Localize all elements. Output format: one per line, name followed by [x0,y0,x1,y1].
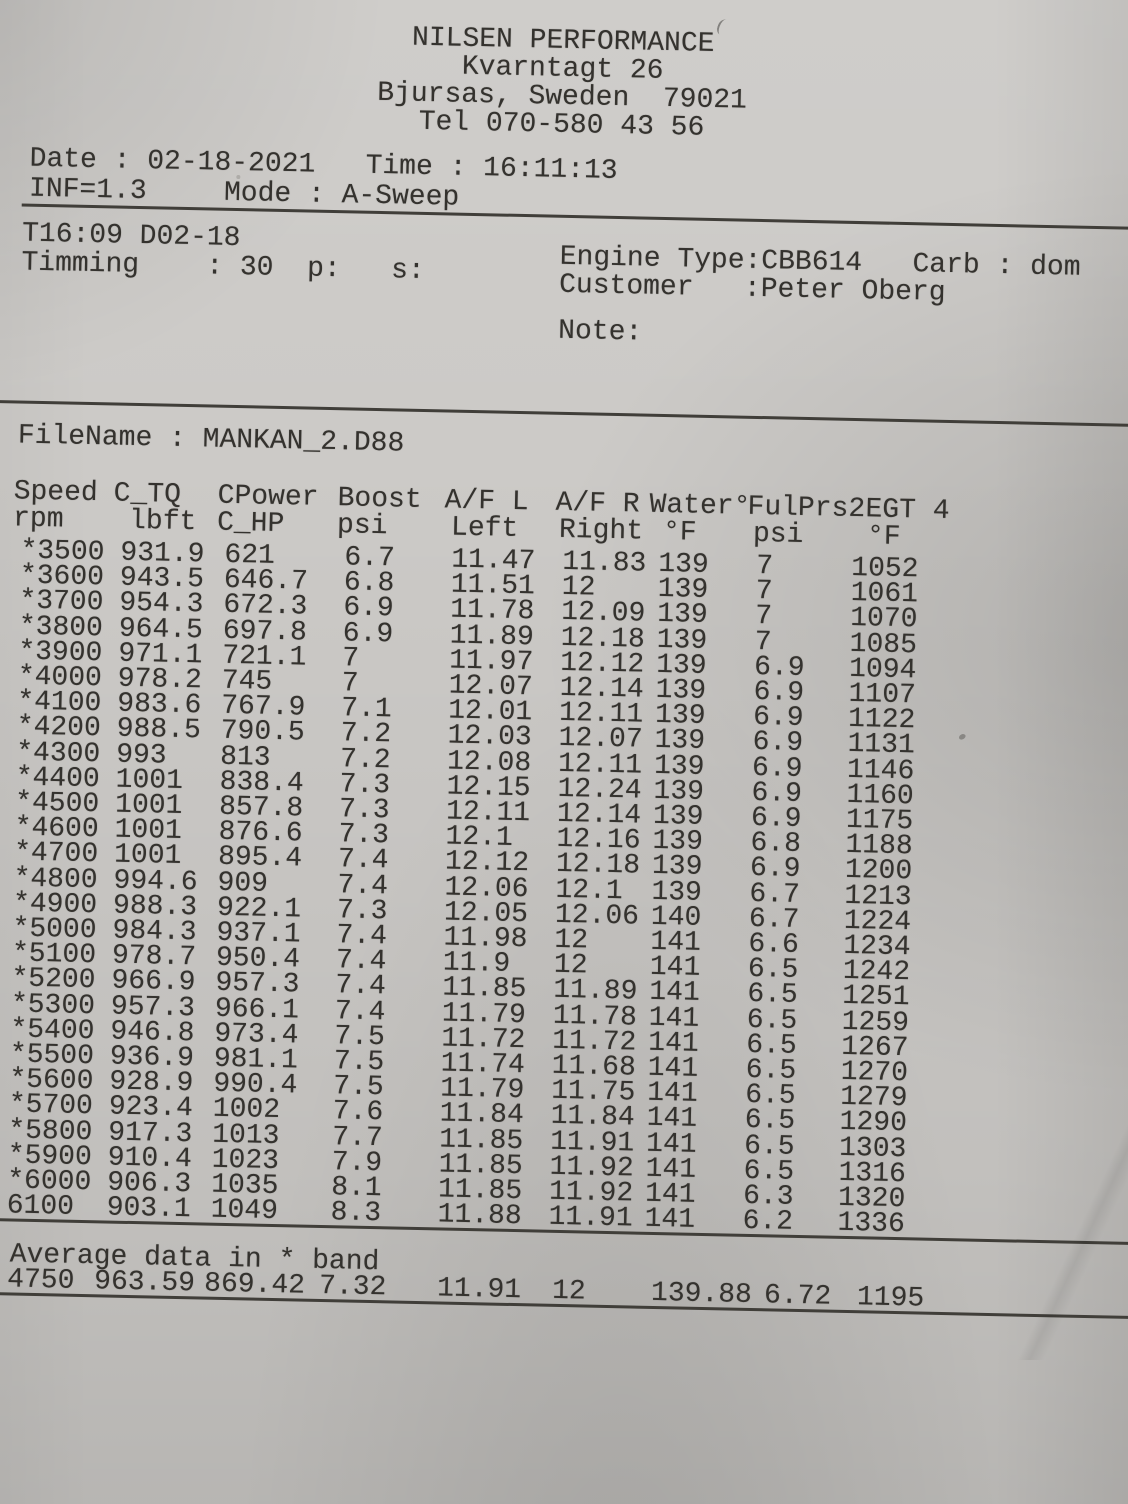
cell: 1049 [210,1194,279,1228]
paper-crease-shadow [1000,1100,1128,1360]
cell: 8.3 [330,1197,382,1230]
cell: lbft [128,505,197,539]
filename-line: FileName : MANKAN_2.D88 [17,420,405,460]
cell: 6.2 [742,1206,794,1239]
cell: °F [866,521,901,553]
average-cell: 1195 [856,1282,925,1315]
cell: psi [336,510,388,543]
cell: C_HP [216,507,285,541]
average-cell: 4750 [6,1264,75,1297]
customer-line: Customer :Peter Oberg [558,269,946,309]
cell: °F [662,517,697,549]
average-cell: 12 [551,1275,587,1308]
timing-line: Timming : 30 p: s: [21,247,425,287]
average-cell: 6.72 [763,1280,832,1313]
average-cell: 7.32 [318,1270,387,1304]
inf-label: INF=1.3 [28,173,147,208]
cell: Left [450,512,519,545]
cell: psi [752,518,804,551]
cell: 6100 [6,1190,75,1223]
average-row: 4750 963.59 869.42 7.32 11.91 12 139.88 6.72 119… [0,1264,1101,1316]
note-label: Note: [557,315,643,349]
cell: Right [558,514,644,548]
cell: 141 [644,1203,696,1237]
cell: 1336 [837,1207,906,1241]
cell: rpm [12,503,64,536]
paper-speck [236,174,241,180]
